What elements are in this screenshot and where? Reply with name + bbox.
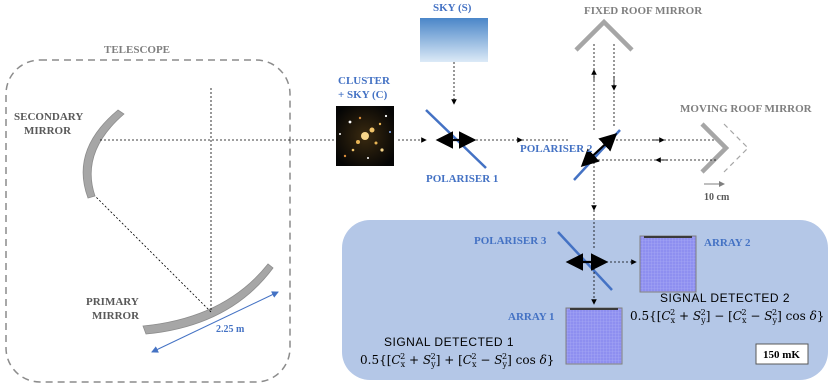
primary-to-secondary-ray	[94, 195, 212, 313]
sky-gradient-image	[420, 18, 488, 62]
primary-mirror-label-line2: MIRROR	[92, 310, 140, 322]
cluster-label-line1: CLUSTER	[338, 75, 391, 87]
moving-roof-mirror	[700, 122, 730, 174]
temperature-box	[755, 343, 809, 365]
dimension-label: 2.25 m	[216, 324, 245, 335]
array-1-detector	[565, 307, 623, 365]
moving-mirror-label: MOVING ROOF MIRROR	[680, 103, 813, 115]
telescope-label: TELESCOPE	[104, 44, 170, 56]
cluster-label-line2: + SKY (C)	[338, 89, 388, 101]
secondary-mirror-label-line2: MIRROR	[24, 125, 72, 137]
signal-1-formula: 0.5{[Cx2 + Sy2] + [Cx2 − Sy2] cos δ}	[360, 352, 554, 369]
signal-1-label: SIGNAL DETECTED 1	[384, 335, 514, 349]
sky-label: SKY (S)	[433, 2, 472, 14]
fixed-roof-mirror	[574, 18, 634, 52]
signal-2-formula: 0.5{[Cx2 + Sy2] − [Cx2 − Sy2] cos δ}	[630, 308, 824, 325]
secondary-mirror-label-line1: SECONDARY	[14, 111, 83, 123]
array-1-label: ARRAY 1	[508, 311, 555, 323]
fixed-mirror-label: FIXED ROOF MIRROR	[584, 5, 703, 17]
primary-mirror	[142, 263, 274, 335]
telescope-boundary	[5, 59, 291, 383]
cold-box	[342, 220, 828, 380]
temperature-label: 150 mK	[763, 349, 800, 361]
array-2-detector	[639, 235, 697, 293]
polariser-3-label: POLARISER 3	[474, 235, 547, 247]
travel-label: 10 cm	[704, 192, 730, 203]
galaxy-cluster-image	[336, 106, 394, 166]
polariser-2-label: POLARISER 2	[520, 143, 593, 155]
polariser-2-double-headed-arrow-icon	[580, 132, 618, 168]
array-2-label: ARRAY 2	[704, 237, 751, 249]
signal-2-label: SIGNAL DETECTED 2	[660, 291, 790, 305]
secondary-mirror	[82, 109, 125, 199]
polariser-1-label: POLARISER 1	[426, 173, 498, 185]
dimension-line	[151, 291, 279, 353]
moving-roof-mirror-displaced	[723, 123, 749, 173]
primary-mirror-label-line1: PRIMARY	[86, 296, 139, 308]
